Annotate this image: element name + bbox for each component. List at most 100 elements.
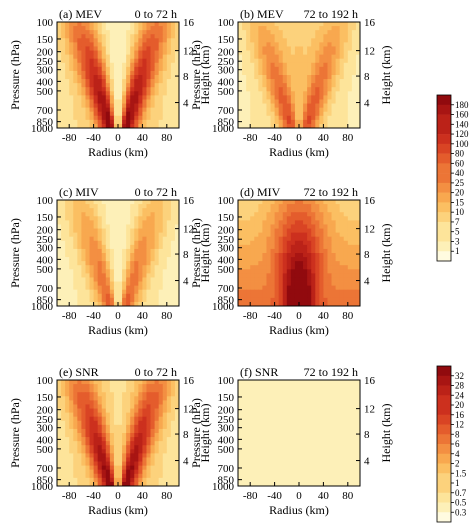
heatmap-cell bbox=[315, 265, 320, 270]
heatmap-cell bbox=[238, 91, 243, 96]
heatmap-cell bbox=[154, 87, 160, 92]
heatmap-cell bbox=[327, 224, 332, 229]
heatmap-cell bbox=[290, 437, 296, 442]
heatmap-cell bbox=[85, 449, 90, 454]
heatmap-cell bbox=[319, 204, 324, 209]
heatmap-cell bbox=[113, 212, 119, 217]
heatmap-cell bbox=[299, 269, 304, 274]
heatmap-cell bbox=[303, 293, 308, 299]
heatmap-cell bbox=[258, 404, 263, 409]
heatmap-cell bbox=[138, 380, 143, 385]
heatmap-cell bbox=[97, 277, 103, 282]
heatmap-cell bbox=[105, 445, 111, 450]
heatmap-cell bbox=[258, 216, 263, 221]
heatmap-cell bbox=[331, 248, 336, 254]
heatmap-cell bbox=[242, 392, 247, 397]
heatmap-cell bbox=[118, 236, 123, 242]
heatmap-cell bbox=[69, 457, 74, 462]
heatmap-cell bbox=[339, 236, 345, 242]
heatmap-cell bbox=[142, 453, 147, 458]
heatmap-cell bbox=[258, 273, 263, 278]
heatmap-cell bbox=[274, 465, 280, 471]
heatmap-cell bbox=[335, 200, 341, 205]
heatmap-cell bbox=[355, 273, 360, 278]
heatmap-cell bbox=[142, 301, 147, 306]
heatmap-cell bbox=[146, 380, 151, 385]
heatmap-cell bbox=[327, 380, 332, 385]
heatmap-cell bbox=[274, 119, 280, 125]
heatmap-cell bbox=[81, 261, 86, 266]
heatmap-cell bbox=[290, 99, 296, 104]
heatmap-cell bbox=[57, 220, 62, 225]
heatmap-cell bbox=[77, 297, 82, 303]
heatmap-cell bbox=[290, 38, 296, 43]
heatmap-cell bbox=[158, 99, 164, 104]
heatmap-cell bbox=[315, 433, 320, 438]
heatmap-cell bbox=[238, 66, 243, 72]
heatmap-cell bbox=[339, 449, 345, 454]
heatmap-cell bbox=[254, 75, 259, 80]
heatmap-cell bbox=[339, 79, 345, 84]
heatmap-cell bbox=[258, 420, 263, 426]
heatmap-cell bbox=[262, 461, 267, 467]
heatmap-cell bbox=[278, 107, 284, 113]
heatmap-cell bbox=[274, 200, 280, 205]
heatmap-cell bbox=[331, 453, 336, 458]
heatmap-cell bbox=[286, 38, 292, 43]
heatmap-cell bbox=[311, 388, 316, 393]
heatmap-cell bbox=[278, 62, 284, 68]
heatmap-cell bbox=[89, 457, 94, 462]
heatmap-cell bbox=[101, 22, 107, 27]
heatmap-cell bbox=[355, 392, 360, 397]
heatmap-cell bbox=[158, 91, 164, 96]
heatmap-cell bbox=[331, 244, 336, 250]
height-tick-label: 12 bbox=[183, 46, 194, 58]
heatmap-cell bbox=[170, 428, 176, 434]
heatmap-cell bbox=[61, 38, 66, 43]
heatmap-cell bbox=[250, 412, 255, 418]
heatmap-cell bbox=[331, 404, 336, 409]
heatmap-cell bbox=[250, 257, 255, 262]
heatmap-cell bbox=[150, 461, 155, 467]
heatmap-cell bbox=[278, 261, 284, 266]
heatmap-cell bbox=[250, 273, 255, 278]
heatmap-cell bbox=[274, 115, 280, 121]
heatmap-cell bbox=[323, 457, 328, 462]
heatmap-cell bbox=[327, 66, 332, 72]
heatmap-cell bbox=[351, 30, 357, 35]
heatmap-cell bbox=[77, 465, 82, 471]
heatmap-cell bbox=[69, 208, 74, 213]
heatmap-cell bbox=[319, 224, 324, 229]
heatmap-cell bbox=[109, 388, 115, 393]
heatmap-cell bbox=[81, 253, 86, 258]
heatmap-cell bbox=[89, 212, 94, 217]
heatmap-cell bbox=[113, 380, 119, 385]
heatmap-cell bbox=[174, 119, 179, 125]
heatmap-cell bbox=[319, 265, 324, 270]
heatmap-cell bbox=[154, 465, 160, 471]
heatmap-cell bbox=[286, 433, 292, 438]
heatmap-cell bbox=[294, 79, 300, 84]
y-axis-title-left: Pressure (hPa) bbox=[189, 218, 203, 288]
heatmap-cell bbox=[319, 261, 324, 266]
heatmap-cell bbox=[250, 404, 255, 409]
heatmap-cell bbox=[101, 46, 107, 51]
heatmap-cell bbox=[69, 277, 74, 282]
heatmap-cell bbox=[126, 273, 131, 278]
heatmap-cell bbox=[311, 119, 316, 125]
heatmap-cell bbox=[122, 257, 127, 262]
heatmap-cell bbox=[307, 449, 312, 454]
heatmap-cell bbox=[93, 46, 99, 51]
heatmap-cell bbox=[158, 473, 164, 479]
heatmap-cell bbox=[81, 396, 86, 401]
heatmap-cell bbox=[339, 123, 345, 128]
heatmap-cell bbox=[347, 408, 353, 414]
heatmap-cell bbox=[351, 240, 357, 246]
heatmap-cell bbox=[130, 257, 135, 262]
heatmap-cell bbox=[150, 465, 155, 471]
heatmap-cell bbox=[274, 428, 280, 434]
heatmap-cell bbox=[299, 50, 304, 56]
heatmap-cell bbox=[262, 244, 267, 250]
heatmap-cell bbox=[339, 277, 345, 282]
heatmap-cell bbox=[150, 400, 155, 405]
